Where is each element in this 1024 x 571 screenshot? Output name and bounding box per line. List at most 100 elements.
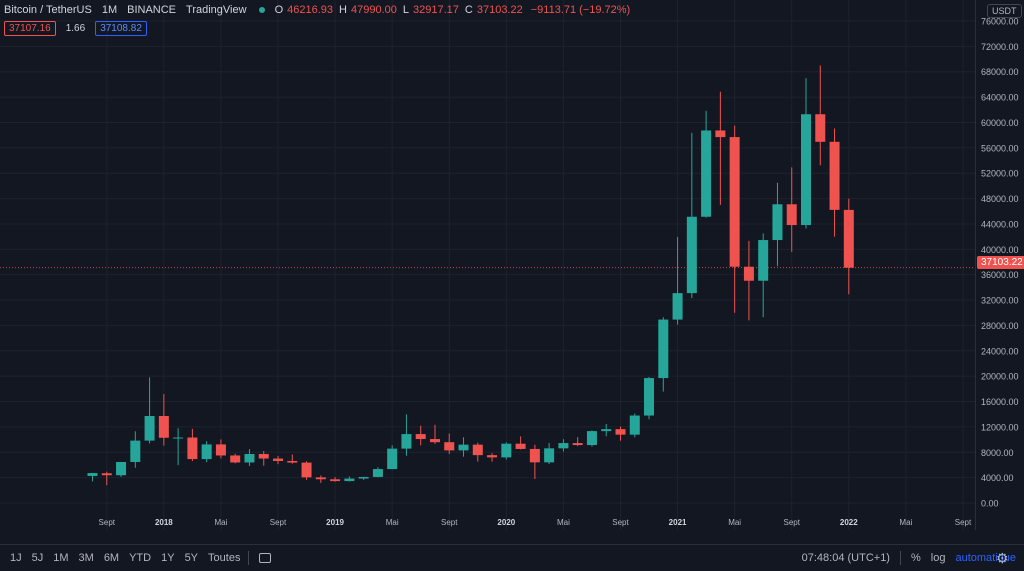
candle-body — [572, 443, 583, 446]
candle-body — [401, 434, 412, 449]
price-axis-labels: 0.00 4000.00 8000.00 12000.00 16000.00 20000.… — [981, 17, 1019, 509]
chart-area[interactable] — [0, 0, 975, 530]
open-label: O — [274, 4, 284, 16]
current-price-tag: 37103.22 — [977, 256, 1024, 269]
candle-body — [544, 448, 555, 463]
candle-body — [701, 130, 712, 217]
range-3m[interactable]: 3M — [78, 552, 94, 564]
candle-body — [201, 444, 212, 460]
candle-body — [158, 416, 169, 438]
time-tick-label: Sept — [783, 518, 800, 527]
candle-body — [230, 455, 241, 463]
candle-body — [829, 141, 840, 210]
candle-body — [487, 455, 498, 458]
candle-body — [387, 448, 398, 470]
price-tick-label: 64000.00 — [981, 93, 1019, 103]
price-tick-label: 32000.00 — [981, 296, 1019, 306]
candle-body — [472, 444, 483, 456]
candle-body — [786, 204, 797, 226]
candle-body — [372, 469, 383, 477]
bid-badge[interactable]: 37107.16 — [4, 21, 56, 36]
candle-body — [101, 473, 112, 476]
currency-button[interactable]: USDT — [987, 4, 1022, 18]
candle-body — [501, 443, 512, 458]
low-value: 32917.17 — [413, 4, 459, 16]
gear-icon[interactable]: ⚙ — [996, 550, 1009, 566]
price-tick-label: 48000.00 — [981, 194, 1019, 204]
candle-body — [715, 130, 726, 138]
price-tick-label: 24000.00 — [981, 346, 1019, 356]
candle-body — [672, 293, 683, 320]
candle-body — [586, 431, 597, 446]
candle-body — [315, 477, 326, 480]
range-1m[interactable]: 1M — [53, 552, 69, 564]
range-5y[interactable]: 5Y — [184, 552, 199, 564]
candle-body — [87, 473, 98, 476]
price-tick-label: 16000.00 — [981, 397, 1019, 407]
price-tick-label: 40000.00 — [981, 245, 1019, 255]
candle-body — [615, 429, 626, 435]
candle-body — [344, 478, 355, 482]
price-tick-label: 60000.00 — [981, 118, 1019, 128]
spread-value: 1.66 — [65, 23, 86, 34]
candle-body — [515, 443, 526, 449]
price-tick-label: 20000.00 — [981, 372, 1019, 382]
candle-body — [815, 114, 826, 142]
candle-body — [729, 137, 740, 267]
log-toggle[interactable]: log — [930, 552, 946, 564]
quote-badges: 37107.16 1.66 37108.82 — [4, 21, 147, 36]
time-tick-label: Sept — [98, 518, 115, 527]
candle-body — [301, 462, 312, 478]
range-5j[interactable]: 5J — [31, 552, 44, 564]
candle-body — [215, 444, 226, 456]
price-tick-label: 8000.00 — [981, 448, 1014, 458]
time-tick-label: Mai — [385, 518, 399, 527]
open-value: 46216.93 — [287, 4, 334, 16]
range-all[interactable]: Toutes — [208, 552, 241, 564]
candle-body — [601, 429, 612, 432]
candle-body — [444, 442, 455, 451]
price-tick-label: 12000.00 — [981, 422, 1019, 432]
clock-time[interactable]: 07:48:04 (UTC+1) — [801, 552, 890, 564]
source-label: TradingView — [186, 4, 247, 16]
high-label: H — [339, 4, 347, 16]
candle-body — [330, 479, 341, 482]
time-tick-label: Mai — [214, 518, 228, 527]
candle-body — [686, 216, 697, 294]
price-tick-label: 0.00 — [981, 499, 999, 509]
auto-scale-toggle[interactable]: automatique — [955, 552, 1016, 564]
ask-badge[interactable]: 37108.82 — [95, 21, 147, 36]
price-tick-label: 56000.00 — [981, 143, 1019, 153]
low-label: L — [402, 4, 409, 16]
range-1j[interactable]: 1J — [10, 552, 22, 564]
candle-body — [758, 240, 769, 281]
candle-body — [429, 439, 440, 443]
candle-body — [772, 204, 783, 241]
range-ytd[interactable]: YTD — [129, 552, 152, 564]
bottom-right-controls: 07:48:04 (UTC+1) % log automatique — [802, 545, 1016, 571]
price-tick-label: 36000.00 — [981, 270, 1019, 280]
candle-body — [415, 434, 426, 440]
bottom-toolbar: 1J 5J 1M 3M 6M YTD 1Y 5Y Toutes 07:48:04… — [0, 544, 1024, 571]
candle-body — [801, 114, 811, 226]
candle-body — [244, 454, 255, 463]
change-value: −9113.71 (−19.72%) — [530, 4, 631, 16]
candle-body — [658, 319, 669, 379]
symbol-name[interactable]: Bitcoin / TetherUS — [4, 4, 92, 16]
range-6m[interactable]: 6M — [103, 552, 120, 564]
market-status-dot — [258, 7, 265, 13]
candle-body — [273, 458, 284, 461]
candle-body — [358, 476, 369, 479]
exchange-label: BINANCE — [127, 4, 177, 16]
percent-toggle[interactable]: % — [910, 552, 921, 564]
interval-label[interactable]: 1M — [101, 4, 118, 16]
price-axis[interactable]: 0.00 4000.00 8000.00 12000.00 16000.00 20000.… — [975, 0, 1024, 530]
time-axis[interactable]: Sept 2018 Mai Sept 2019 Mai Sept 2020 Mai Sept 202… — [0, 518, 975, 530]
time-tick-label: 2022 — [839, 518, 858, 527]
price-tick-label: 44000.00 — [981, 219, 1019, 229]
range-1y[interactable]: 1Y — [161, 552, 175, 564]
candlestick-chart[interactable] — [0, 0, 975, 530]
calendar-range-icon[interactable] — [259, 553, 272, 563]
candle-body — [743, 266, 754, 281]
candle-body — [173, 437, 184, 439]
